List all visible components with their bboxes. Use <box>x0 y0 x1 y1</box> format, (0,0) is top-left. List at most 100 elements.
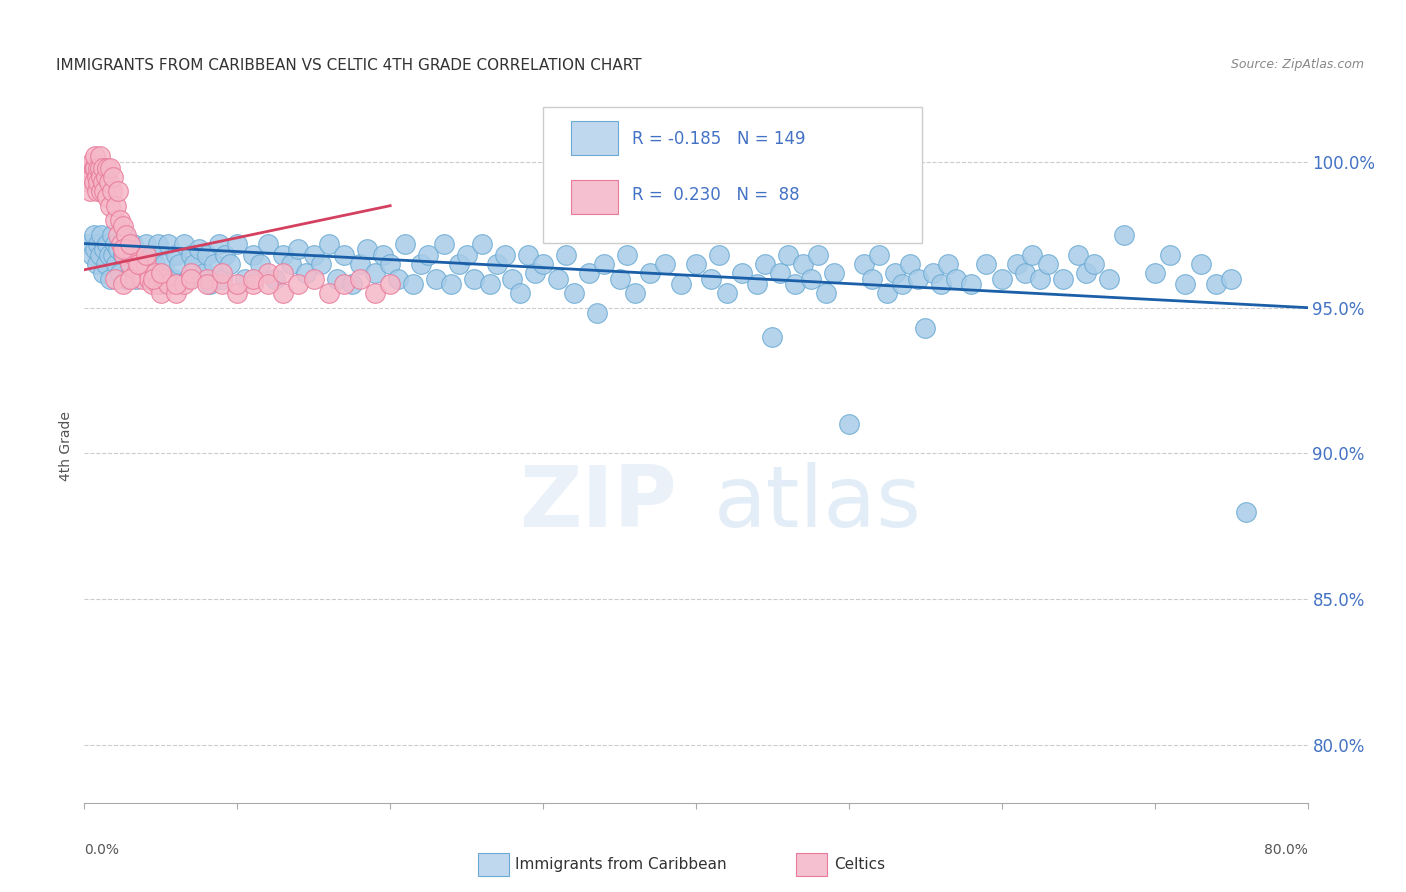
Point <box>257 236 280 251</box>
Point <box>97 175 120 189</box>
Point <box>180 266 202 280</box>
Point <box>107 227 129 242</box>
Point <box>90 169 112 184</box>
Point <box>380 257 402 271</box>
Point <box>157 277 180 292</box>
Point <box>143 257 166 271</box>
Point <box>1205 277 1227 292</box>
Point <box>638 266 661 280</box>
Point <box>125 266 148 280</box>
Point <box>402 277 425 292</box>
Point <box>364 266 387 280</box>
Point <box>83 227 105 242</box>
Point <box>101 184 124 198</box>
Point <box>143 266 166 280</box>
Point <box>193 266 215 280</box>
Point <box>776 248 799 262</box>
Point <box>173 277 195 292</box>
Point <box>103 248 125 262</box>
Point <box>98 161 121 175</box>
Point <box>456 248 478 262</box>
Point <box>502 271 524 285</box>
Point <box>1021 248 1043 262</box>
Point <box>84 243 107 257</box>
Point <box>929 277 952 292</box>
Point <box>898 257 921 271</box>
Point <box>96 190 118 204</box>
Point <box>93 243 115 257</box>
Point <box>509 286 531 301</box>
Point <box>1067 248 1090 262</box>
Point <box>257 277 280 292</box>
Point <box>547 271 569 285</box>
Point <box>162 271 184 285</box>
Point <box>153 257 176 271</box>
Point <box>114 271 136 285</box>
Point <box>125 271 148 285</box>
Point <box>524 266 547 280</box>
Point <box>654 257 676 271</box>
Point <box>531 257 554 271</box>
Point <box>127 257 149 271</box>
Point <box>264 271 287 285</box>
Point <box>1014 266 1036 280</box>
Point <box>1036 257 1059 271</box>
Text: R =  0.230   N =  88: R = 0.230 N = 88 <box>633 186 800 203</box>
Point <box>135 236 157 251</box>
Point <box>340 277 363 292</box>
Point <box>318 236 340 251</box>
Point <box>936 257 959 271</box>
Point <box>318 286 340 301</box>
Point <box>86 184 108 198</box>
Point <box>716 286 738 301</box>
Point <box>93 184 115 198</box>
Point <box>120 236 142 251</box>
Point <box>165 248 187 262</box>
Point <box>814 286 837 301</box>
Point <box>463 271 485 285</box>
Point <box>754 257 776 271</box>
Point <box>883 266 905 280</box>
Text: Celtics: Celtics <box>834 857 884 871</box>
Point <box>211 277 233 292</box>
Point <box>356 243 378 257</box>
Point <box>249 257 271 271</box>
Point <box>79 161 101 175</box>
Point <box>380 277 402 292</box>
Point <box>387 271 409 285</box>
Point <box>302 271 325 285</box>
Point <box>90 184 112 198</box>
Point <box>1083 257 1105 271</box>
Point <box>135 257 157 271</box>
Point <box>257 266 280 280</box>
Point <box>325 271 347 285</box>
Point <box>685 257 707 271</box>
Point <box>167 257 190 271</box>
Point <box>149 277 172 292</box>
Point <box>89 248 111 262</box>
Point <box>112 227 135 242</box>
Point <box>108 213 131 227</box>
Point <box>562 286 585 301</box>
Point <box>295 266 318 280</box>
Point <box>173 236 195 251</box>
Y-axis label: 4th Grade: 4th Grade <box>59 411 73 481</box>
Point <box>823 266 845 280</box>
Text: ZIP: ZIP <box>519 461 676 545</box>
Point <box>609 271 631 285</box>
Point <box>98 199 121 213</box>
Point <box>153 271 176 285</box>
Point <box>157 236 180 251</box>
Point <box>1220 271 1243 285</box>
Point <box>83 175 105 189</box>
Point <box>869 248 891 262</box>
Point <box>120 271 142 285</box>
Point <box>84 161 107 175</box>
Point <box>271 266 294 280</box>
Point <box>516 248 538 262</box>
Point <box>96 161 118 175</box>
Point <box>128 248 150 262</box>
Point <box>271 248 294 262</box>
Point <box>1029 271 1052 285</box>
Point <box>486 257 509 271</box>
